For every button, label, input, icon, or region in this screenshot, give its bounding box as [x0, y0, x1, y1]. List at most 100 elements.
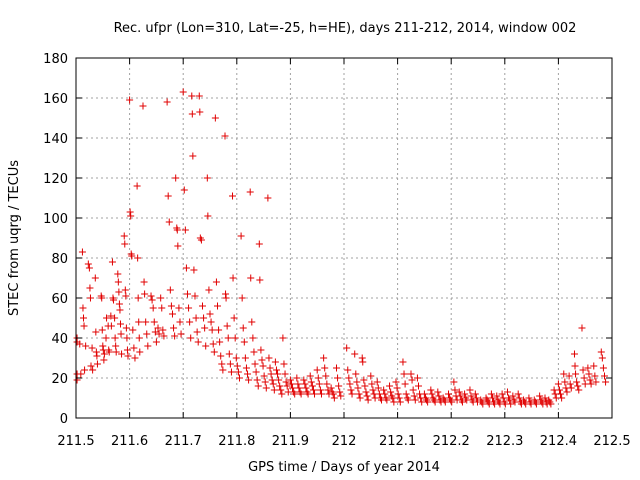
data-point	[275, 376, 283, 384]
data-point	[293, 374, 301, 382]
data-point	[268, 376, 276, 384]
data-point	[107, 312, 115, 320]
data-point	[317, 390, 325, 398]
data-point	[334, 374, 342, 382]
data-point	[168, 310, 176, 318]
data-point	[154, 324, 162, 332]
data-point	[279, 334, 287, 342]
data-point	[409, 386, 417, 394]
data-point	[267, 370, 275, 378]
data-point	[92, 348, 100, 356]
y-tick-label: 140	[43, 132, 68, 147]
x-tick-label: 211.7	[165, 434, 202, 449]
data-point	[344, 366, 352, 374]
data-point	[186, 318, 194, 326]
data-point	[300, 376, 308, 384]
data-point	[193, 328, 201, 336]
data-point	[578, 324, 586, 332]
data-point	[361, 382, 369, 390]
data-point	[456, 392, 464, 400]
data-point	[302, 384, 310, 392]
data-point	[507, 400, 515, 408]
data-point	[258, 356, 266, 364]
data-point	[262, 384, 270, 392]
data-point	[80, 322, 88, 330]
data-point	[142, 318, 150, 326]
data-point	[392, 378, 400, 386]
data-point	[247, 274, 255, 282]
data-point	[148, 296, 156, 304]
data-point	[188, 110, 196, 118]
data-point	[140, 278, 148, 286]
data-point	[355, 390, 363, 398]
data-point	[216, 338, 224, 346]
y-tick-label: 100	[43, 212, 68, 227]
data-point	[390, 398, 398, 406]
data-point	[448, 398, 456, 406]
data-point	[123, 334, 131, 342]
data-point	[249, 334, 257, 342]
data-point	[116, 320, 124, 328]
data-point	[323, 380, 331, 388]
data-point	[150, 318, 158, 326]
data-point	[200, 314, 208, 322]
x-tick-label: 212	[332, 434, 357, 449]
data-point	[180, 186, 188, 194]
data-point	[322, 372, 330, 380]
data-point	[451, 386, 459, 394]
y-tick-label: 120	[43, 172, 68, 187]
data-point	[130, 344, 138, 352]
data-point	[112, 348, 120, 356]
data-point	[196, 108, 204, 116]
data-point	[135, 318, 143, 326]
data-point	[239, 324, 247, 332]
data-point	[117, 330, 125, 338]
y-tick-label: 0	[60, 412, 68, 427]
data-point	[158, 304, 166, 312]
data-point	[431, 398, 439, 406]
data-point	[360, 376, 368, 384]
data-point	[126, 208, 134, 216]
data-point	[120, 232, 128, 240]
data-point	[345, 374, 353, 382]
data-point	[257, 346, 265, 354]
data-point	[346, 380, 354, 388]
data-point	[131, 354, 139, 362]
y-tick-label: 20	[51, 372, 68, 387]
data-point	[198, 302, 206, 310]
data-point	[359, 358, 367, 366]
data-point	[571, 362, 579, 370]
data-point	[152, 338, 160, 346]
data-point	[88, 344, 96, 352]
data-point	[256, 276, 264, 284]
y-tick-label: 160	[43, 92, 68, 107]
data-point	[336, 388, 344, 396]
data-point	[238, 294, 246, 302]
data-point	[343, 344, 351, 352]
data-point	[306, 372, 314, 380]
data-point	[329, 390, 337, 398]
data-point	[308, 382, 316, 390]
data-point	[472, 394, 480, 402]
data-point	[315, 380, 323, 388]
data-point	[289, 384, 297, 392]
data-point	[89, 366, 97, 374]
y-tick-label: 60	[51, 292, 68, 307]
data-point	[597, 348, 605, 356]
data-point	[91, 274, 99, 282]
data-point	[408, 376, 416, 384]
data-point	[563, 388, 571, 396]
data-point	[205, 286, 213, 294]
data-point	[229, 274, 237, 282]
data-point	[108, 258, 116, 266]
data-point	[144, 342, 152, 350]
data-point	[445, 390, 453, 398]
data-point	[105, 348, 113, 356]
data-point	[135, 334, 143, 342]
data-point	[194, 338, 202, 346]
data-point	[515, 394, 523, 402]
data-point	[212, 278, 220, 286]
data-point	[600, 372, 608, 380]
data-point	[380, 386, 388, 394]
data-point	[441, 398, 449, 406]
